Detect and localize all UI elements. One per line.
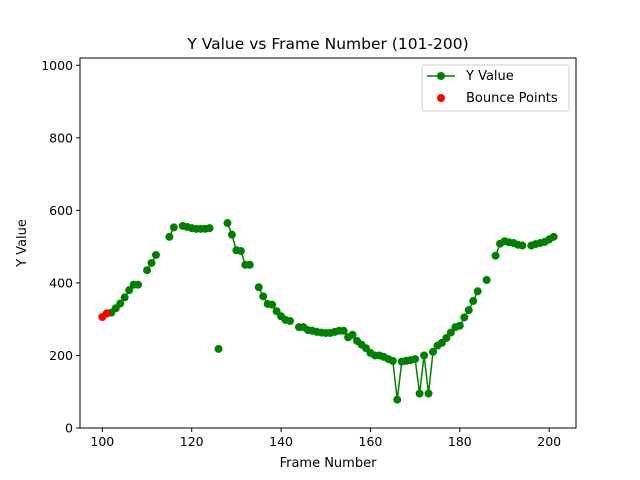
data-layer (98, 219, 558, 404)
y-value-point (482, 276, 491, 284)
bounce-point (102, 309, 111, 318)
x-tick-label: 100 (90, 434, 114, 449)
y-value-point (151, 250, 160, 259)
y-value-point (286, 316, 295, 325)
y-value-point (518, 241, 527, 250)
legend-frame (421, 64, 570, 112)
y-value-point (464, 306, 473, 315)
y-value-point (268, 300, 277, 309)
y-value-point (214, 344, 223, 353)
legend-bounce-swatch (437, 94, 445, 102)
y-value-point (205, 224, 214, 233)
y-value-point (147, 258, 156, 267)
y-value-point (411, 355, 420, 364)
y-value-point (388, 356, 397, 365)
y-value-point (143, 266, 152, 275)
x-axis: 100 120 140 160 180 200 (90, 428, 561, 449)
y-tick-label: 1000 (41, 58, 73, 73)
y-value-point (415, 389, 424, 398)
plot-area (80, 58, 576, 428)
y-value-point (469, 297, 478, 306)
y-value-point (254, 283, 263, 292)
x-tick-label: 200 (537, 434, 561, 449)
y-value-point (339, 326, 348, 335)
y-value-point (491, 251, 500, 260)
y-value-point (236, 246, 245, 255)
plot-frame (79, 57, 577, 429)
y-value-point (134, 280, 143, 289)
y-value-point (429, 347, 438, 356)
y-axis-label: Y Value (15, 219, 30, 268)
legend-label-bounce-points: Bounce Points (466, 91, 558, 106)
y-value-point (460, 313, 469, 322)
y-value-point (455, 321, 464, 330)
y-value-point (227, 230, 236, 239)
x-tick-label: 120 (180, 434, 204, 449)
y-value-point (116, 299, 125, 308)
y-value-point (259, 292, 268, 301)
chart-title: Y Value vs Frame Number (101-200) (186, 35, 468, 53)
y-value-point (165, 232, 174, 241)
y-value-point (549, 232, 558, 241)
x-tick-label: 180 (448, 434, 472, 449)
y-axis: 0 200 400 600 800 1000 (41, 58, 80, 436)
y-value-point (420, 351, 429, 360)
y-value-point (120, 293, 129, 302)
y-value-point (424, 389, 433, 398)
y-tick-label: 200 (49, 348, 73, 363)
legend: Y Value Bounce Points (421, 64, 570, 112)
y-value-point (473, 287, 482, 296)
y-value-point (446, 328, 455, 337)
y-value-point (442, 334, 451, 343)
y-tick-label: 800 (49, 130, 73, 145)
x-tick-label: 140 (269, 434, 293, 449)
y-value-point (348, 330, 357, 339)
y-value-point (169, 223, 178, 232)
legend-label-y-value: Y Value (465, 69, 514, 84)
y-value-point (125, 286, 134, 295)
y-tick-label: 0 (65, 421, 73, 436)
x-axis-label: Frame Number (280, 456, 378, 471)
y-value-point (393, 395, 402, 404)
y-value-point (245, 260, 254, 269)
y-tick-label: 400 (49, 275, 73, 290)
y-value-point (223, 219, 232, 228)
legend-marker-swatch (437, 72, 445, 80)
x-tick-label: 160 (359, 434, 383, 449)
y-tick-label: 600 (49, 203, 73, 218)
